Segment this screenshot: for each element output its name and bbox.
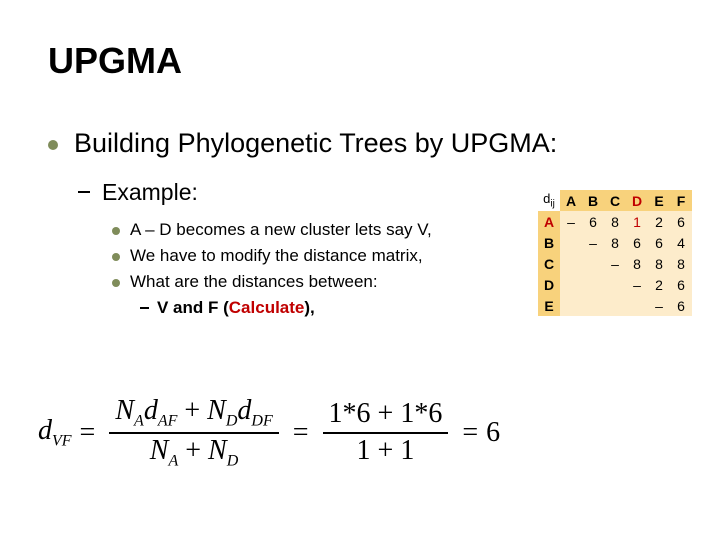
matrix-cell: – xyxy=(626,274,648,295)
formula-result: 6 xyxy=(486,417,500,449)
l3b-text: We have to modify the distance matrix, xyxy=(130,246,423,266)
equals-icon: = xyxy=(462,417,478,449)
matrix-cell: – xyxy=(648,295,670,316)
matrix-cell: 6 xyxy=(670,211,692,232)
bullet-icon xyxy=(112,253,120,261)
distance-matrix: dijABCDEF A–68126B–8664C–888D–26E–6 xyxy=(538,190,694,316)
fraction-bar-icon xyxy=(109,432,278,434)
distance-matrix-table: dijABCDEF A–68126B–8664C–888D–26E–6 xyxy=(538,190,692,316)
matrix-cell: 1 xyxy=(626,211,648,232)
matrix-cell: 8 xyxy=(604,232,626,253)
equals-icon: = xyxy=(293,417,309,449)
matrix-cell: 8 xyxy=(626,253,648,274)
dash-icon xyxy=(140,307,149,309)
l2-text: Example: xyxy=(102,179,198,206)
l3a-text: A – D becomes a new cluster lets say V, xyxy=(130,220,432,240)
matrix-cell xyxy=(560,253,582,274)
matrix-cell: 2 xyxy=(648,274,670,295)
matrix-cell: – xyxy=(560,211,582,232)
matrix-head: dijABCDEF xyxy=(538,190,692,211)
formula-eq: dVF = NAdAF + NDdDF NA + ND = 1*6 + 1*6 … xyxy=(38,396,578,470)
frac-symbolic: NAdAF + NDdDF NA + ND xyxy=(109,396,278,470)
frac2-num-c: 1 xyxy=(400,398,414,429)
frac2-den: 1 + 1 xyxy=(351,436,421,467)
l1-text: Building Phylogenetic Trees by UPGMA: xyxy=(74,128,557,159)
frac1-num: NAdAF + NDdDF xyxy=(109,396,278,430)
frac-numeric: 1*6 + 1*6 1 + 1 xyxy=(323,399,449,467)
matrix-corner: dij xyxy=(538,190,560,211)
matrix-cell xyxy=(582,253,604,274)
bullet-icon xyxy=(112,227,120,235)
matrix-cell: 6 xyxy=(670,274,692,295)
matrix-cell: 6 xyxy=(648,232,670,253)
matrix-cell: 8 xyxy=(670,253,692,274)
matrix-col-header: E xyxy=(648,190,670,211)
matrix-row-header: D xyxy=(538,274,560,295)
matrix-col-header: D xyxy=(626,190,648,211)
l4-prefix: V and F ( xyxy=(157,298,229,317)
matrix-cell: 8 xyxy=(648,253,670,274)
matrix-cell xyxy=(560,295,582,316)
frac2-num-a: 1 xyxy=(329,398,343,429)
formula: dVF = NAdAF + NDdDF NA + ND = 1*6 + 1*6 … xyxy=(38,396,578,470)
slide-title: UPGMA xyxy=(48,40,672,82)
formula-lhs: dVF xyxy=(38,415,72,451)
lhs-sub: VF xyxy=(52,433,72,450)
bullet-icon xyxy=(112,279,120,287)
matrix-row-header: E xyxy=(538,295,560,316)
matrix-cell: 6 xyxy=(626,232,648,253)
matrix-body: A–68126B–8664C–888D–26E–6 xyxy=(538,211,692,316)
l4-calculate: Calculate xyxy=(229,298,305,317)
frac2-num-b: 6 xyxy=(357,398,371,429)
bullet-icon xyxy=(48,140,58,150)
matrix-cell: 4 xyxy=(670,232,692,253)
bullet-l1: Building Phylogenetic Trees by UPGMA: xyxy=(48,128,672,159)
matrix-cell xyxy=(626,295,648,316)
frac2-den-a: 1 xyxy=(357,435,371,466)
matrix-cell xyxy=(582,295,604,316)
matrix-cell xyxy=(604,295,626,316)
slide: UPGMA Building Phylogenetic Trees by UPG… xyxy=(0,0,720,540)
fraction-bar-icon xyxy=(323,432,449,434)
equals-icon: = xyxy=(80,417,96,449)
matrix-cell xyxy=(560,232,582,253)
frac2-num: 1*6 + 1*6 xyxy=(323,399,449,430)
frac2-den-b: 1 xyxy=(400,435,414,466)
matrix-row-header: C xyxy=(538,253,560,274)
matrix-cell xyxy=(560,274,582,295)
matrix-cell xyxy=(582,274,604,295)
matrix-cell: 2 xyxy=(648,211,670,232)
l3c-text: What are the distances between: xyxy=(130,272,378,292)
dash-icon xyxy=(78,191,90,193)
l4-text: V and F (Calculate), xyxy=(157,298,315,318)
matrix-col-header: A xyxy=(560,190,582,211)
matrix-cell: 8 xyxy=(604,211,626,232)
matrix-row-header: B xyxy=(538,232,560,253)
matrix-col-header: C xyxy=(604,190,626,211)
matrix-cell: 6 xyxy=(582,211,604,232)
matrix-row-header: A xyxy=(538,211,560,232)
frac2-num-d: 6 xyxy=(428,398,442,429)
lhs-var: d xyxy=(38,415,52,446)
matrix-cell: 6 xyxy=(670,295,692,316)
matrix-col-header: F xyxy=(670,190,692,211)
matrix-cell xyxy=(604,274,626,295)
matrix-cell: – xyxy=(582,232,604,253)
matrix-cell: – xyxy=(604,253,626,274)
frac1-den: NA + ND xyxy=(144,436,245,470)
matrix-col-header: B xyxy=(582,190,604,211)
l4-tail: ), xyxy=(304,298,314,317)
